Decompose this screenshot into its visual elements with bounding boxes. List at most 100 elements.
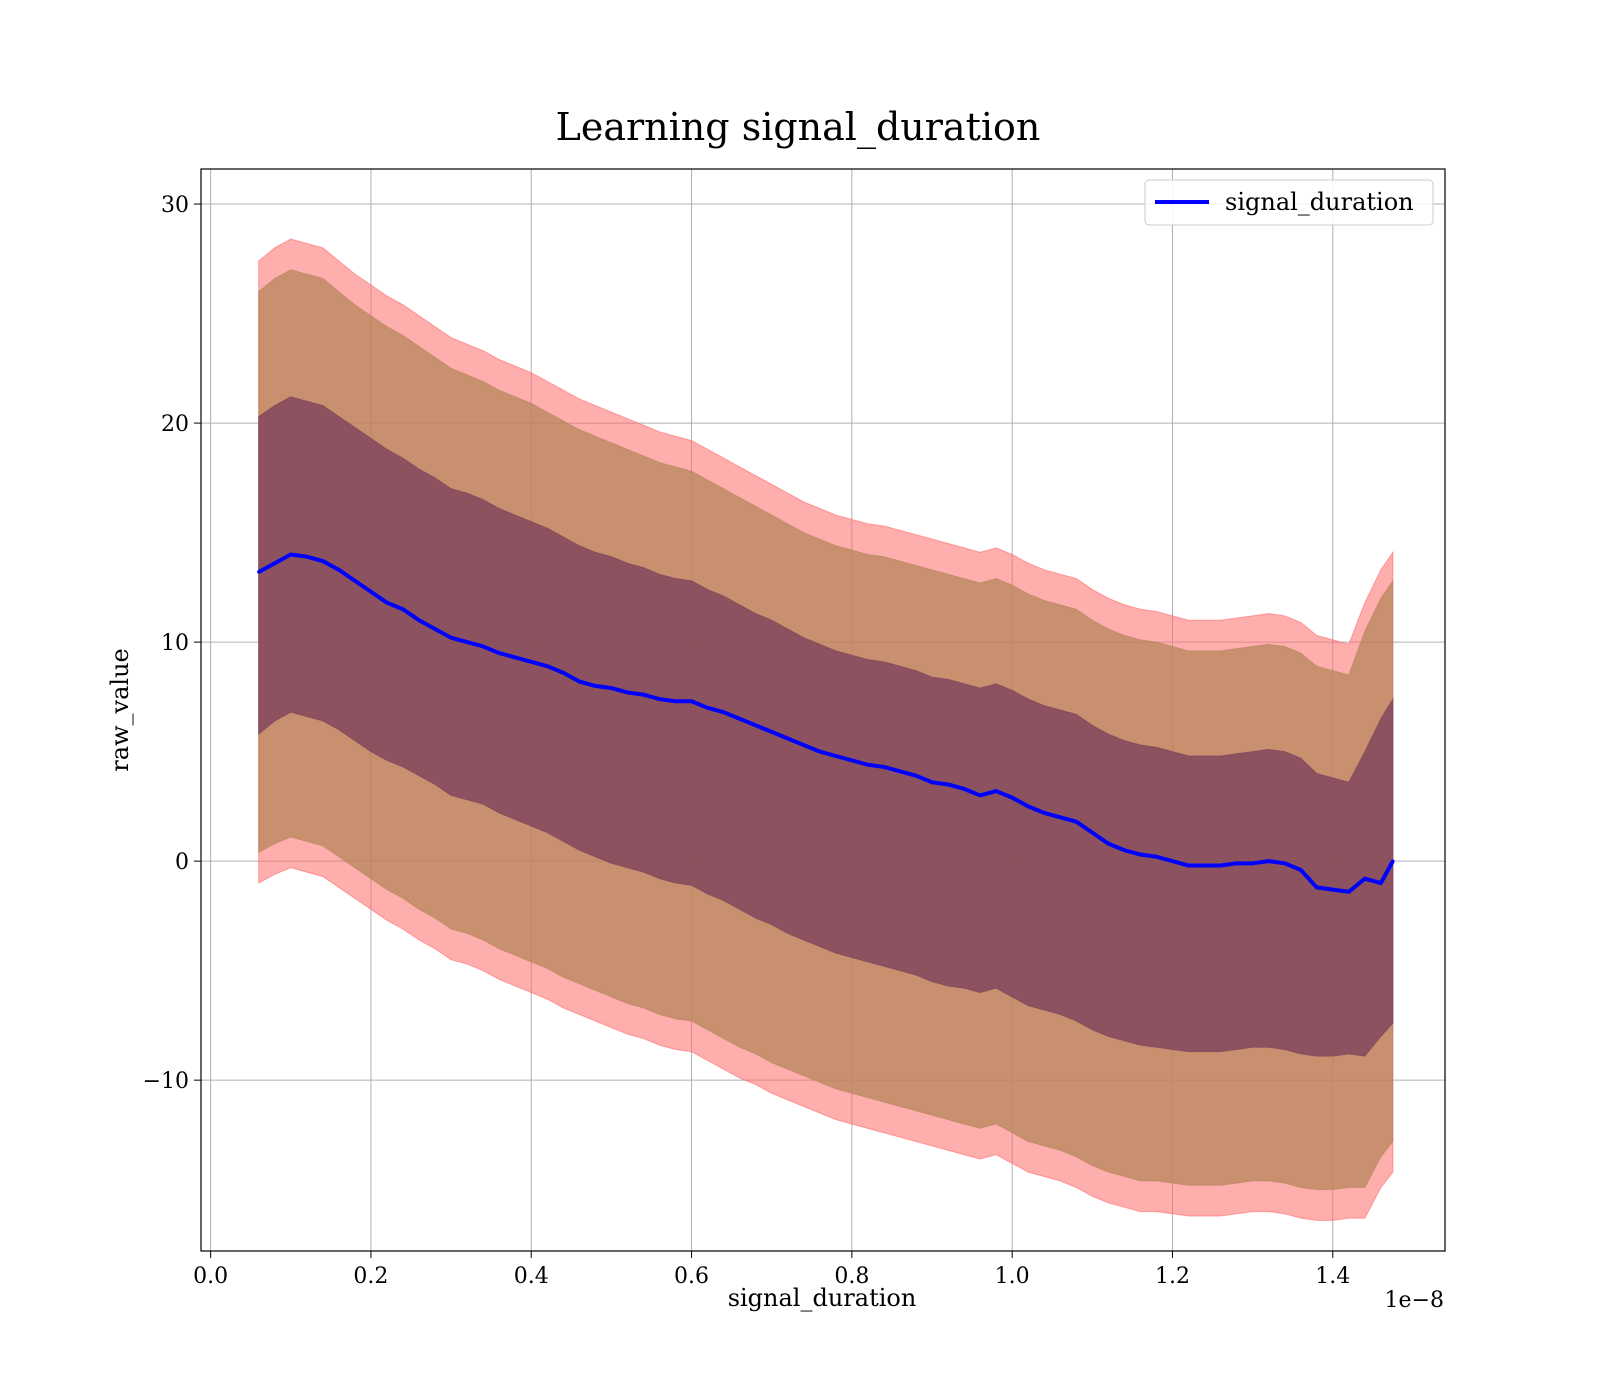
- x-tick-label: 0.0: [193, 1264, 228, 1289]
- x-tick-label: 0.2: [353, 1264, 388, 1289]
- legend: signal_duration: [1144, 179, 1434, 226]
- series-point: [738, 717, 742, 721]
- series-line-signal-duration: [257, 552, 1395, 894]
- y-tick-label: 0: [175, 850, 189, 875]
- series-point: [1267, 859, 1271, 863]
- series-point: [417, 618, 421, 622]
- series-point: [1106, 842, 1110, 846]
- series-point: [577, 679, 581, 684]
- y-tick-label: 10: [161, 631, 189, 656]
- series-point: [1379, 881, 1383, 885]
- series-point: [1186, 863, 1191, 868]
- series-point: [1218, 863, 1223, 868]
- mean-line-layer: [257, 552, 1395, 894]
- series-point: [1251, 861, 1255, 865]
- series-point: [657, 697, 662, 701]
- series-point: [1090, 831, 1094, 835]
- series-point: [641, 693, 646, 697]
- series-point: [1170, 859, 1175, 863]
- series-point: [1315, 885, 1319, 890]
- x-axis-offset-text: 1e−8: [1385, 1288, 1444, 1313]
- legend-entry-signal-duration: signal_duration: [1225, 188, 1414, 216]
- x-tick-label: 0.4: [514, 1264, 549, 1289]
- series-point: [337, 568, 341, 572]
- series-point: [609, 686, 613, 690]
- x-tick-label: 1.0: [995, 1264, 1030, 1289]
- series-point: [449, 636, 453, 640]
- x-tick-label: 1.2: [1155, 1264, 1190, 1289]
- series-point: [1042, 811, 1046, 815]
- series-point: [754, 723, 758, 727]
- series-point: [914, 774, 918, 778]
- series-point: [818, 750, 822, 754]
- x-axis-ticks: 0.0 0.2 0.4 0.6 0.8 1.0 1.2 1.4: [193, 1251, 1350, 1289]
- series-point: [593, 684, 597, 688]
- series-point: [962, 787, 966, 791]
- series-point: [705, 706, 710, 710]
- series-point: [353, 579, 357, 583]
- series-point: [834, 754, 838, 758]
- series-point: [481, 644, 485, 649]
- series-point: [1347, 890, 1351, 894]
- series-point: [1074, 820, 1078, 824]
- series-point: [625, 690, 630, 695]
- y-tick-label: −10: [143, 1069, 189, 1094]
- y-tick-label: 30: [161, 193, 189, 218]
- series-point: [866, 763, 870, 767]
- plot-frame: [200, 168, 1446, 1252]
- series-point: [946, 782, 950, 787]
- series-point: [273, 561, 277, 565]
- y-axis-label: raw_value: [106, 648, 134, 772]
- series-point: [321, 559, 325, 563]
- series-point: [1058, 815, 1062, 819]
- series-point: [257, 570, 261, 574]
- series-point: [1010, 796, 1014, 800]
- series-point: [1026, 804, 1030, 808]
- series-point: [930, 780, 934, 784]
- series-point: [1138, 852, 1143, 857]
- series-point: [529, 660, 533, 664]
- x-axis-label: signal_duration: [728, 1284, 917, 1312]
- series-point: [1122, 848, 1126, 852]
- series-point: [882, 765, 886, 769]
- series-point: [433, 627, 437, 631]
- series-point: [978, 793, 982, 798]
- series-point: [561, 671, 565, 675]
- series-point: [898, 769, 902, 773]
- x-tick-label: 0.6: [674, 1264, 709, 1289]
- series-point: [850, 758, 854, 762]
- series-point: [305, 555, 309, 559]
- series-point: [369, 590, 373, 594]
- series-point: [1363, 877, 1367, 881]
- band-inner: [258, 396, 1394, 1057]
- confidence-bands: [258, 238, 1394, 1221]
- series-point: [401, 607, 405, 611]
- series-point: [786, 736, 790, 741]
- series-point: [513, 655, 517, 660]
- series-point: [673, 699, 678, 703]
- series-point: [497, 651, 501, 655]
- series-point: [994, 789, 998, 793]
- series-point: [1283, 861, 1287, 865]
- series-point: [465, 640, 469, 644]
- series-point: [1202, 863, 1207, 868]
- series-point: [722, 710, 726, 714]
- y-axis-ticks: −10 0 10 20 30: [143, 193, 201, 1094]
- series-point: [1331, 888, 1335, 892]
- y-tick-label: 20: [161, 412, 189, 437]
- x-tick-label: 1.4: [1315, 1264, 1350, 1289]
- series-point: [1154, 855, 1159, 859]
- series-point: [289, 552, 293, 557]
- series-point: [1299, 868, 1303, 872]
- series-point: [770, 730, 774, 734]
- series-point: [385, 601, 389, 605]
- x-tick-label: 0.8: [834, 1264, 869, 1289]
- series-point: [1234, 861, 1239, 865]
- series-point: [545, 664, 549, 668]
- series-point: [1391, 859, 1395, 863]
- chart-title: Learning signal_duration: [556, 105, 1041, 150]
- series-point: [689, 699, 694, 703]
- legend-box: [1144, 179, 1434, 226]
- series-point: [802, 743, 806, 747]
